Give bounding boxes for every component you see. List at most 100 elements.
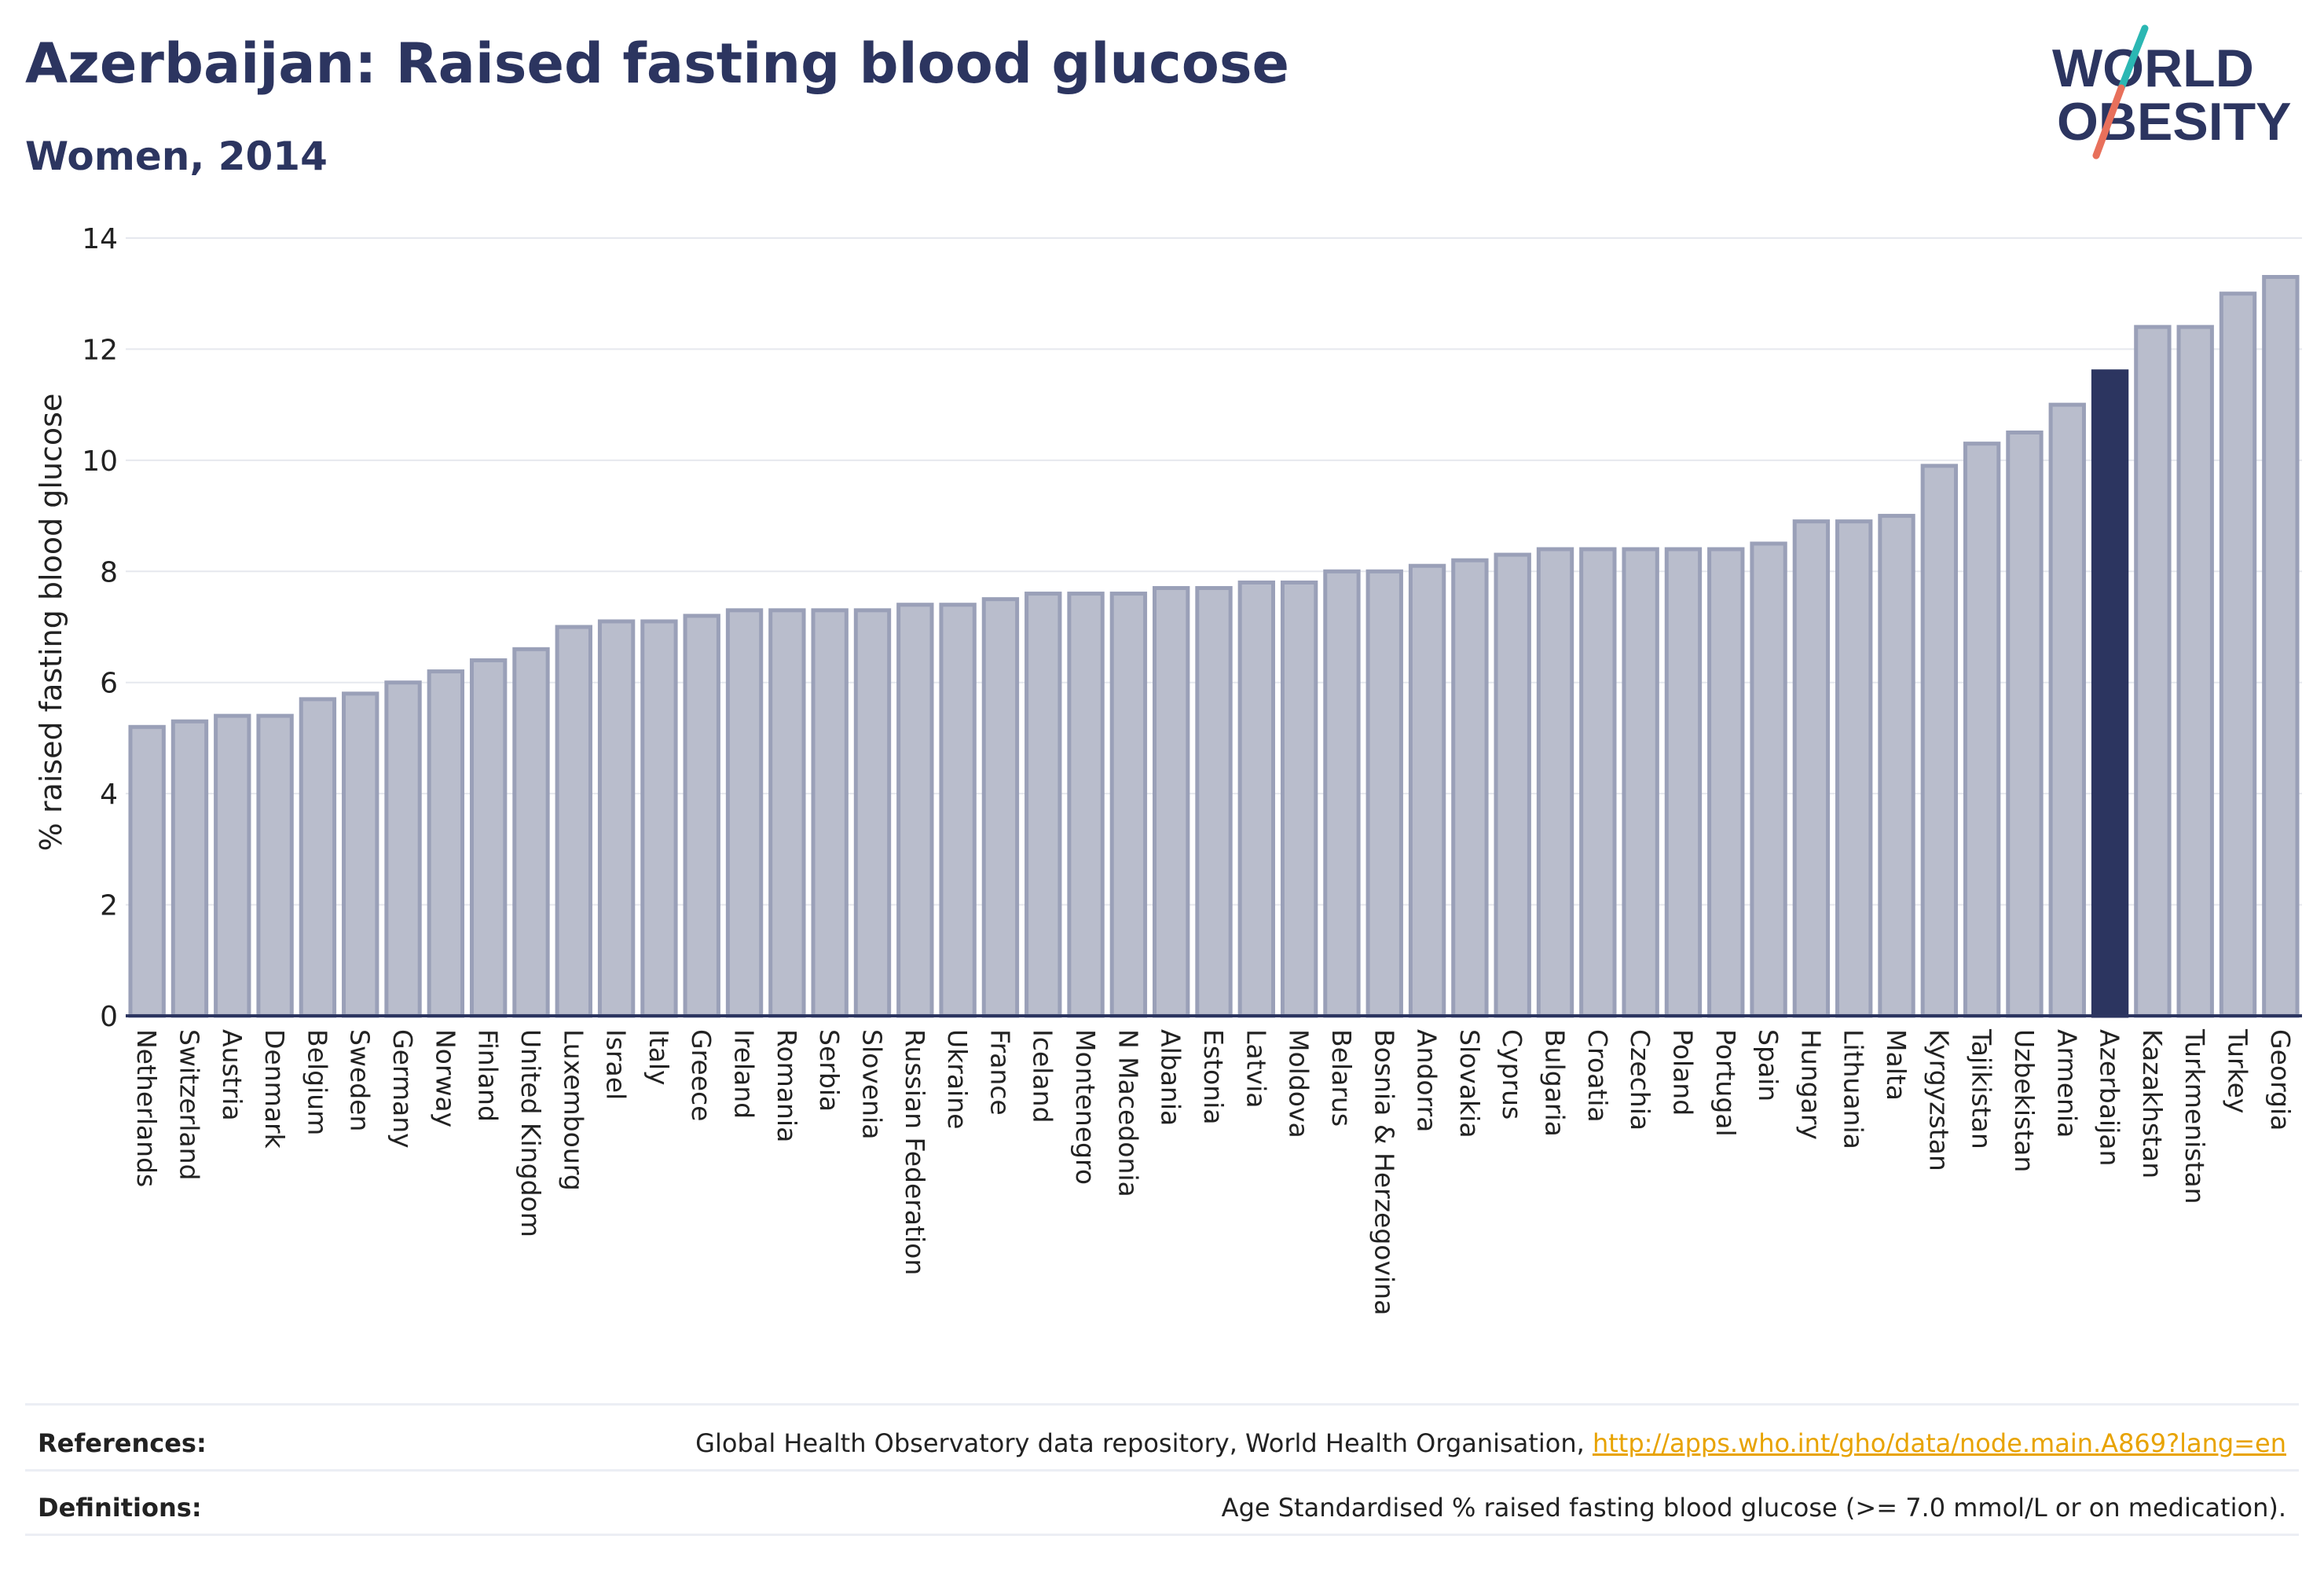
x-tick-label: Bosnia & Herzegovina	[1369, 1029, 1399, 1315]
definitions-text: Age Standardised % raised fasting blood …	[1221, 1493, 2286, 1523]
bar-portugal	[1707, 547, 1745, 1018]
x-tick-label: Portugal	[1710, 1029, 1741, 1137]
x-tick-label: Georgia	[2265, 1029, 2296, 1131]
x-tick-label: Moldova	[1284, 1029, 1314, 1138]
bar-cyprus	[1494, 552, 1531, 1018]
bar-spain	[1750, 541, 1787, 1018]
footer-divider-bottom	[25, 1534, 2299, 1536]
x-tick-label: Tajikistan	[1967, 1028, 1997, 1149]
footer-divider-middle	[25, 1469, 2299, 1472]
x-tick-label: Ireland	[729, 1029, 760, 1119]
bar-georgia	[2262, 275, 2300, 1018]
bar-bosnia-herzegovina	[1365, 569, 1403, 1018]
bar-slovenia	[853, 608, 892, 1018]
logo-line1: WORLD	[2052, 38, 2254, 98]
bar-ireland	[725, 608, 764, 1018]
x-tick-label: Germany	[387, 1029, 418, 1149]
logo-line2: OBESITY	[2057, 92, 2292, 152]
x-tick-label: Norway	[430, 1029, 460, 1127]
definitions-label: Definitions:	[38, 1493, 202, 1523]
world-obesity-logo: WORLD OBESITY	[2052, 24, 2292, 159]
x-tick-label: Romania	[772, 1029, 802, 1142]
bar-armenia	[2048, 402, 2086, 1018]
x-tick-label: Albania	[1156, 1029, 1186, 1126]
bar-netherlands	[128, 724, 166, 1018]
x-tick-label: Kazakhstan	[2137, 1029, 2168, 1178]
bar-turkmenistan	[2176, 324, 2214, 1018]
y-tick-label: 4	[100, 779, 118, 811]
bar-ukraine	[939, 603, 977, 1018]
bar-poland	[1664, 547, 1703, 1018]
x-tick-label: Serbia	[814, 1029, 845, 1112]
x-tick-label: Turkey	[2223, 1028, 2253, 1113]
references-link[interactable]: http://apps.who.int/gho/data/node.main.A…	[1592, 1428, 2286, 1458]
x-tick-label: Slovakia	[1454, 1029, 1485, 1138]
y-tick-label: 10	[82, 445, 118, 478]
bar-latvia	[1237, 580, 1275, 1018]
x-tick-label: Hungary	[1795, 1029, 1826, 1140]
x-tick-label: Iceland	[1028, 1029, 1058, 1123]
x-tick-label: Finland	[473, 1029, 504, 1122]
x-tick-label: Belgium	[302, 1029, 332, 1135]
bar-denmark	[256, 713, 294, 1018]
bar-finland	[469, 658, 508, 1018]
chart-subtitle: Women, 2014	[25, 134, 328, 179]
x-tick-label: Ukraine	[942, 1029, 973, 1129]
x-tick-label: Azerbaijan	[2095, 1029, 2125, 1166]
x-tick-label: Sweden	[345, 1029, 376, 1131]
bar-norway	[427, 669, 465, 1018]
x-tick-label: Switzerland	[174, 1029, 204, 1181]
x-tick-label: Estonia	[1198, 1029, 1229, 1124]
bar-luxembourg	[555, 625, 592, 1018]
bar-hungary	[1792, 519, 1831, 1018]
x-tick-label: Denmark	[259, 1029, 290, 1149]
bar-moldova	[1280, 580, 1318, 1018]
x-tick-label: Uzbekistan	[2009, 1029, 2040, 1172]
y-tick-label: 14	[82, 223, 118, 255]
x-tick-label: Spain	[1753, 1029, 1783, 1101]
x-tick-label: Israel	[601, 1029, 632, 1100]
bar-kyrgyzstan	[1920, 464, 1959, 1018]
x-tick-label: Croatia	[1582, 1029, 1613, 1123]
bar-turkey	[2219, 291, 2257, 1018]
x-tick-label: Montenegro	[1070, 1029, 1101, 1185]
x-tick-label: Belarus	[1326, 1029, 1357, 1127]
bar-andorra	[1408, 563, 1446, 1018]
x-tick-label: Armenia	[2051, 1029, 2082, 1138]
y-tick-label: 12	[82, 334, 118, 366]
x-tick-label: N Macedonia	[1113, 1029, 1143, 1197]
x-tick-label: Greece	[686, 1029, 717, 1121]
bar-tajikistan	[1963, 442, 2001, 1018]
x-tick-label: France	[984, 1029, 1015, 1116]
x-tick-label: Austria	[217, 1029, 247, 1121]
references-source: Global Health Observatory data repositor…	[695, 1428, 1593, 1458]
bar-belarus	[1323, 569, 1361, 1018]
x-tick-label: Italy	[643, 1029, 674, 1086]
bar-sweden	[342, 691, 379, 1018]
x-tick-label: Poland	[1667, 1029, 1698, 1116]
y-tick-label: 0	[100, 1001, 118, 1033]
y-axis-label: % raised fasting blood glucose	[34, 394, 68, 852]
bar-azerbaijan	[2091, 369, 2129, 1018]
x-tick-label: Lithuania	[1838, 1029, 1869, 1149]
x-tick-label: Slovenia	[856, 1029, 887, 1139]
y-tick-label: 2	[100, 890, 118, 922]
references-text: Global Health Observatory data repositor…	[695, 1428, 2286, 1458]
bar-uzbekistan	[2006, 431, 2044, 1018]
bar-austria	[214, 713, 251, 1018]
bar-serbia	[811, 608, 849, 1018]
bar-bulgaria	[1536, 547, 1574, 1018]
bar-russian-federation	[896, 603, 934, 1018]
x-tick-label: Netherlands	[131, 1029, 162, 1187]
x-tick-label: Czechia	[1625, 1029, 1655, 1131]
x-tick-label: Andorra	[1412, 1029, 1442, 1132]
bar-france	[981, 597, 1020, 1018]
bar-czechia	[1622, 547, 1659, 1018]
x-tick-label: Turkmenistan	[2179, 1028, 2210, 1204]
bar-greece	[683, 614, 720, 1018]
references-label: References:	[38, 1428, 207, 1458]
chart-title: Azerbaijan: Raised fasting blood glucose	[25, 31, 1289, 96]
x-tick-label: Latvia	[1241, 1029, 1271, 1108]
y-tick-label: 6	[100, 668, 118, 700]
x-tick-label: Luxembourg	[558, 1029, 588, 1191]
